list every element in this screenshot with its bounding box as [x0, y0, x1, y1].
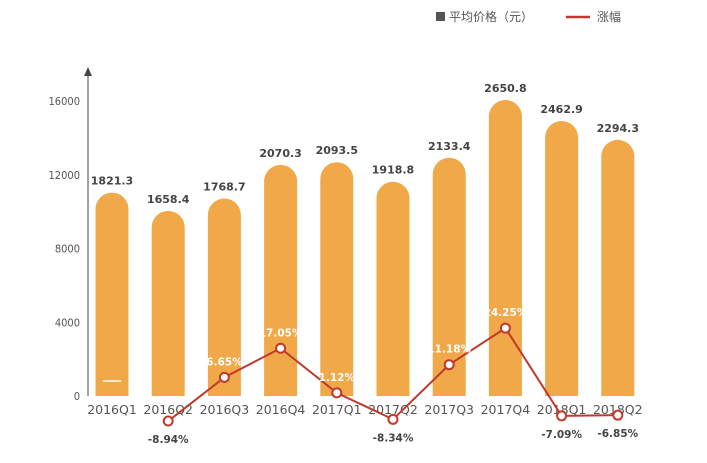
bar — [376, 181, 410, 396]
legend-bar-swatch — [436, 12, 445, 21]
bar — [488, 99, 522, 396]
x-tick-label: 2016Q4 — [256, 402, 306, 417]
bar-value-label: 2093.5 — [316, 144, 358, 157]
bar — [207, 198, 241, 396]
bar-value-label: 1918.8 — [372, 164, 414, 177]
growth-value-label: 1.12% — [319, 372, 356, 384]
growth-value-label: -7.09% — [541, 429, 582, 441]
bar-value-label: 2133.4 — [428, 140, 471, 153]
growth-value-label: -8.94% — [148, 434, 189, 446]
y-axis: 0 4000 8000 12000 16000 — [49, 67, 92, 403]
growth-point — [443, 359, 455, 371]
x-tick-label: 2018Q2 — [593, 402, 643, 417]
bar — [151, 210, 185, 396]
x-tick-label: 2016Q2 — [143, 402, 193, 417]
growth-value-label: 17.05% — [259, 327, 303, 339]
growth-point — [556, 410, 568, 422]
growth-point — [162, 415, 174, 427]
bar-value-label: 1768.7 — [203, 180, 245, 193]
bars: 1821.3 2016Q1 1658.4 2016Q2 1768.7 2016Q3 2070… — [87, 82, 642, 417]
bar-value-label: 2462.9 — [540, 103, 582, 116]
y-axis-arrow — [84, 67, 92, 76]
growth-point — [218, 371, 230, 383]
x-tick-label: 2017Q4 — [481, 402, 531, 417]
bar — [264, 164, 298, 396]
x-tick-label: 2018Q1 — [537, 402, 587, 417]
growth-value-label: 24.25% — [484, 307, 528, 319]
bar-value-label: 1821.3 — [91, 175, 133, 188]
bar — [601, 139, 635, 397]
growth-value-label: 11.18% — [427, 344, 471, 356]
x-tick-label: 2016Q1 — [87, 402, 137, 417]
growth-point — [275, 342, 287, 354]
bar-value-label: 1658.4 — [147, 193, 190, 206]
y-tick-label: 16000 — [49, 95, 80, 108]
growth-point — [612, 409, 624, 421]
x-tick-label: 2016Q3 — [200, 402, 250, 417]
y-tick-label: 12000 — [49, 169, 80, 182]
growth-value-label: -6.85% — [597, 428, 638, 440]
growth-value-label: 6.65% — [206, 356, 243, 368]
x-tick-label: 2017Q1 — [312, 402, 362, 417]
growth-point — [331, 387, 343, 399]
bar — [95, 192, 129, 396]
legend: 平均价格（元） 涨幅 — [436, 9, 621, 24]
growth-value-label: -8.34% — [373, 432, 414, 444]
growth-line: -8.94% 6.65% 17.05% 1.12% -8.34% 11.18% 24.25%… — [148, 307, 639, 446]
bar-value-label: 2650.8 — [484, 82, 526, 95]
legend-bar-label: 平均价格（元） — [449, 9, 533, 24]
growth-point — [499, 322, 511, 334]
y-tick-label: 0 — [74, 390, 80, 403]
legend-line-label: 涨幅 — [597, 9, 621, 24]
y-tick-label: 4000 — [55, 316, 80, 329]
bar-value-label: 2070.3 — [259, 147, 301, 160]
bar — [320, 162, 354, 396]
bar-value-label: 2294.3 — [597, 122, 639, 135]
bar — [545, 120, 579, 396]
bar — [432, 157, 466, 396]
growth-point — [387, 413, 399, 425]
x-tick-label: 2017Q3 — [424, 402, 474, 417]
y-tick-label: 8000 — [55, 243, 80, 256]
